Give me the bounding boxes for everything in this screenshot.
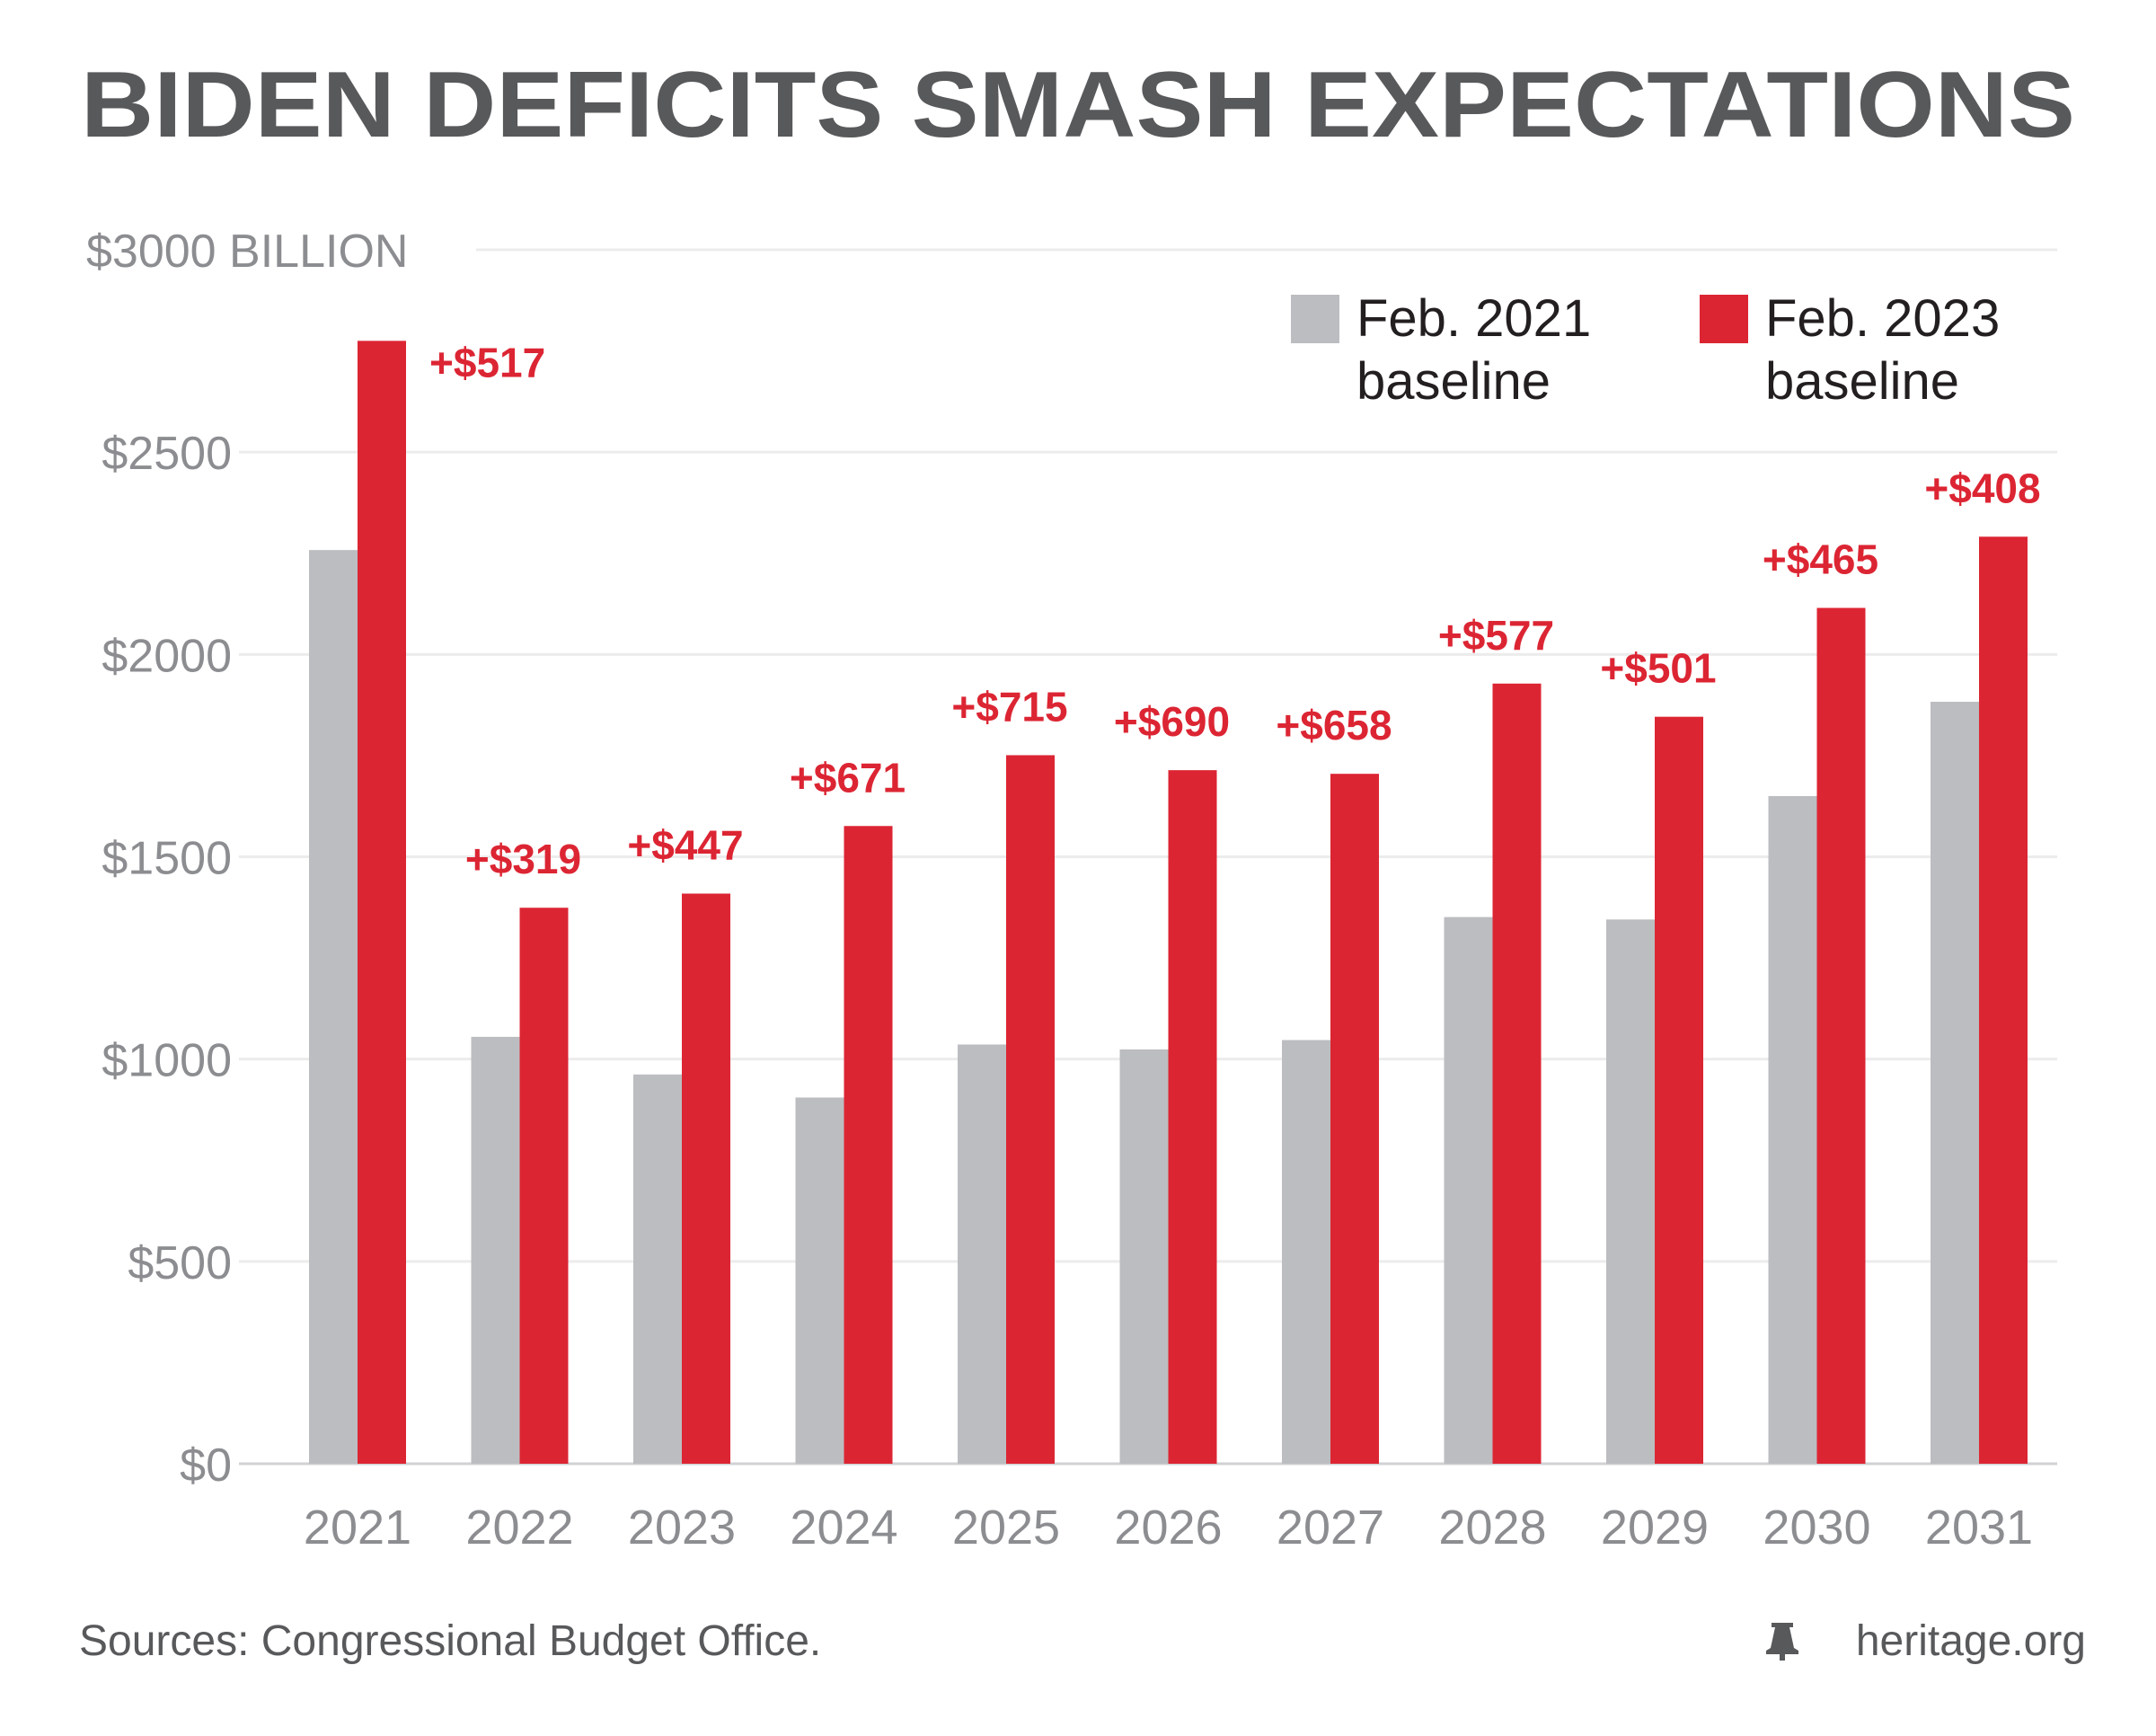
bars	[309, 341, 2028, 1465]
legend-swatch-feb-2021	[1291, 295, 1339, 343]
delta-label: +$658	[1276, 702, 1392, 748]
bar-feb-2021	[1282, 1040, 1330, 1464]
delta-label: +$319	[465, 836, 581, 882]
bar-feb-2021	[1931, 702, 1979, 1464]
bar-feb-2023	[519, 908, 569, 1464]
y-tick-label: $1500	[102, 833, 232, 885]
x-tick-label: 2021	[304, 1501, 411, 1554]
legend-label-feb-2023: Feb. 2023 baseline	[1765, 289, 2000, 411]
data-labels: +$517 +$319 +$447 +$671 +$715 +$690 +$658 +$577…	[429, 339, 2041, 882]
bar-feb-2021	[1119, 1049, 1169, 1464]
x-tick-label: 2025	[952, 1501, 1060, 1554]
x-tick-label: 2027	[1277, 1501, 1384, 1554]
bar-feb-2021	[795, 1097, 844, 1464]
bar-feb-2023	[1492, 683, 1542, 1464]
y-tick-label: $1000	[102, 1035, 232, 1087]
bar-feb-2021	[1768, 795, 1817, 1464]
y-tick-label: $3000 BILLION	[86, 226, 408, 278]
x-tick-label: 2030	[1763, 1501, 1870, 1554]
x-tick-label: 2023	[628, 1501, 736, 1554]
legend: Feb. 2021 baseline Feb. 2023 baseline	[1291, 289, 2000, 411]
y-tick-label: $500	[128, 1237, 232, 1289]
x-axis: 2021 2022 2023 2024 2025 2026 2027 2028 2029 2030…	[304, 1501, 2033, 1554]
liberty-bell-icon	[1766, 1623, 1798, 1661]
bar-feb-2021	[1606, 919, 1655, 1464]
delta-label: +$465	[1763, 536, 1878, 583]
legend-swatch-feb-2023	[1700, 295, 1748, 343]
bar-feb-2023	[1006, 755, 1055, 1464]
delta-label: +$577	[1438, 612, 1554, 659]
x-tick-label: 2022	[465, 1501, 573, 1554]
bar-feb-2023	[1168, 770, 1217, 1464]
delta-label: +$690	[1114, 698, 1230, 745]
x-tick-label: 2028	[1438, 1501, 1546, 1554]
bar-feb-2021	[633, 1074, 682, 1464]
bar-feb-2023	[682, 893, 730, 1464]
delta-label: +$517	[429, 339, 545, 385]
legend-label-feb-2021: Feb. 2021 baseline	[1356, 289, 1591, 411]
x-tick-label: 2024	[790, 1501, 897, 1554]
bar-feb-2023	[358, 341, 406, 1465]
x-tick-label: 2031	[1925, 1501, 2033, 1554]
source-note: Sources: Congressional Budget Office.	[79, 1617, 821, 1665]
x-tick-label: 2026	[1114, 1501, 1222, 1554]
delta-label: +$671	[790, 754, 906, 801]
bar-feb-2021	[958, 1044, 1006, 1464]
y-tick-label: $2500	[102, 428, 232, 480]
x-tick-label: 2029	[1601, 1501, 1709, 1554]
bar-feb-2023	[1330, 774, 1379, 1464]
bar-feb-2023	[1655, 716, 1703, 1464]
bar-feb-2021	[1444, 917, 1493, 1464]
y-axis: $0 $500 $1000 $1500 $2000 $2500 $3000 BILLION	[86, 226, 408, 1492]
bar-feb-2021	[309, 550, 358, 1464]
bar-feb-2021	[471, 1036, 520, 1464]
y-tick-label: $2000	[102, 630, 232, 682]
delta-label: +$447	[627, 821, 743, 868]
chart-title: BIDEN DEFICITS SMASH EXPECTATIONS	[81, 53, 2075, 157]
delta-label: +$715	[951, 683, 1067, 730]
bar-feb-2023	[1816, 607, 1866, 1464]
y-tick-label: $0	[180, 1439, 232, 1492]
bar-feb-2023	[1979, 536, 2028, 1464]
brand-name: heritage.org	[1856, 1617, 2086, 1665]
delta-label: +$408	[1924, 465, 2040, 511]
delta-label: +$501	[1600, 645, 1716, 692]
bar-feb-2023	[844, 826, 893, 1464]
